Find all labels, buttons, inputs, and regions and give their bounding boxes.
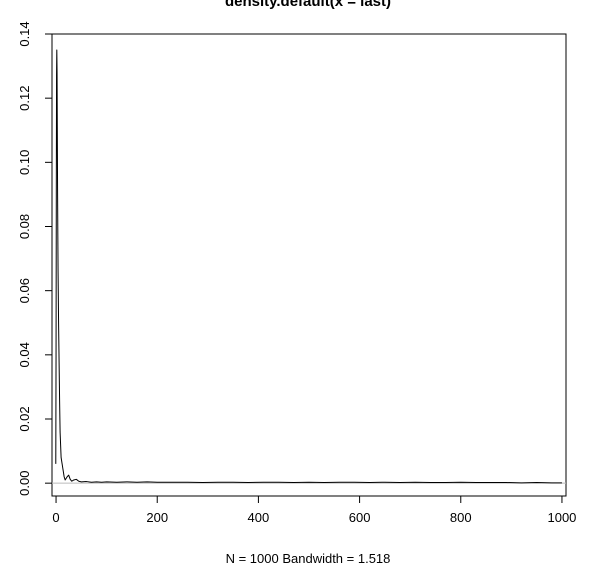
- x-axis-label: N = 1000 Bandwidth = 1.518: [226, 551, 391, 566]
- y-tick-label: 0.06: [17, 278, 32, 303]
- y-tick-label: 0.00: [17, 471, 32, 496]
- x-tick-label: 400: [248, 510, 270, 525]
- x-tick-label: 800: [450, 510, 472, 525]
- chart-title: density.default(x = last): [225, 0, 391, 10]
- data-layer: [52, 49, 566, 484]
- x-tick-label: 1000: [547, 510, 576, 525]
- density-line: [55, 49, 562, 484]
- y-tick-label: 0.10: [17, 150, 32, 175]
- y-tick-label: 0.04: [17, 342, 32, 367]
- y-tick-label: 0.12: [17, 86, 32, 111]
- plot-frame: [51, 33, 567, 497]
- axes: 0 200 400 600 800 1000 0.00 0.02 0.04 0.06 0.08 0.1…: [17, 21, 576, 525]
- x-tick-label: 0: [52, 510, 59, 525]
- y-tick-label: 0.08: [17, 214, 32, 239]
- y-tick-label: 0.14: [17, 21, 32, 46]
- x-tick-label: 600: [349, 510, 371, 525]
- x-tick-label: 200: [146, 510, 168, 525]
- y-tick-label: 0.02: [17, 406, 32, 431]
